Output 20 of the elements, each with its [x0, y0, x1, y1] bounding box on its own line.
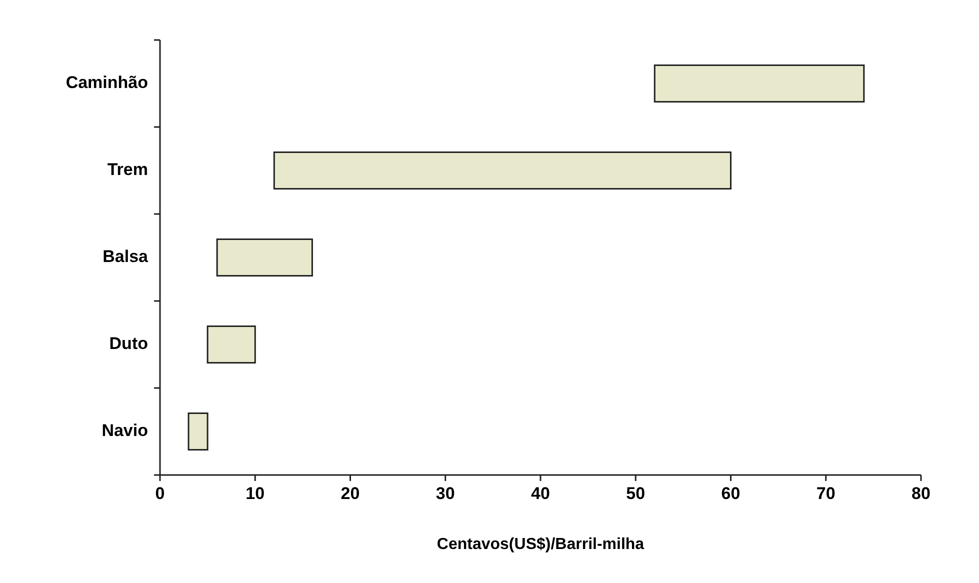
x-tick-label: 50	[626, 484, 646, 503]
y-tick-label: Caminhão	[66, 72, 148, 92]
bar	[216, 238, 313, 277]
bar	[206, 325, 256, 364]
x-tick-label: 0	[155, 484, 165, 503]
y-tick-label: Duto	[109, 334, 148, 353]
bar	[654, 64, 865, 103]
x-tick-label: 40	[531, 484, 550, 503]
y-tick-label: Navio	[102, 420, 148, 440]
bar	[188, 412, 208, 451]
x-tick-label: 70	[816, 484, 836, 503]
x-tick-label: 30	[436, 484, 455, 503]
x-tick-label: 80	[912, 484, 930, 503]
x-tick-label: 10	[246, 484, 265, 503]
x-axis-title: Centavos(US$)/Barril-milha	[436, 536, 644, 553]
x-tick-label: 20	[340, 484, 360, 503]
x-tick-label: 60	[721, 484, 740, 503]
y-tick-label: Trem	[107, 160, 148, 179]
y-tick-label: Balsa	[102, 246, 149, 266]
bar	[273, 151, 732, 190]
